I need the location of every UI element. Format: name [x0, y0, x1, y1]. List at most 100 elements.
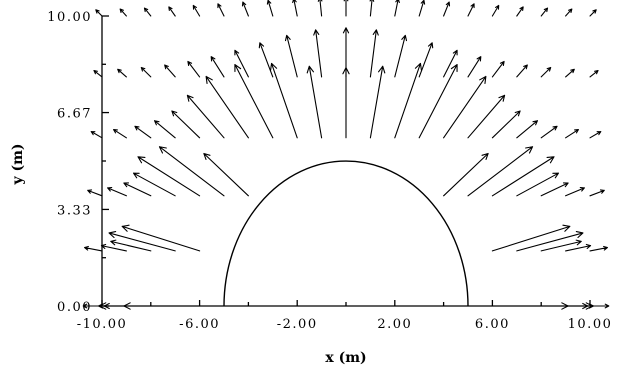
- vector-arrow: [369, 0, 375, 17]
- vector-arrow: [187, 60, 201, 78]
- vector-arrow: [87, 189, 103, 197]
- vector-arrow: [205, 75, 249, 139]
- vector-arrow: [418, 63, 458, 139]
- vector-arrow: [241, 1, 249, 17]
- x-tick-label: 10.00: [568, 317, 613, 332]
- vector-arrow: [467, 146, 534, 197]
- semicircle-obstacle: [223, 160, 469, 307]
- x-ticks: -10.00 -6.00 -2.00 2.00 6.00 10.00: [77, 300, 613, 332]
- vector-arrow: [540, 239, 582, 252]
- vector-arrow: [418, 42, 434, 78]
- vector-arrow: [540, 66, 552, 78]
- vector-arrow: [168, 6, 176, 17]
- vector-arrow: [313, 29, 323, 78]
- vector-arrow: [284, 34, 298, 78]
- y-tick-label: 3.33: [57, 203, 92, 218]
- vector-arrow: [418, 0, 426, 17]
- vector-arrow: [443, 49, 458, 78]
- vector-arrow: [589, 130, 602, 139]
- vector-arrow: [210, 56, 225, 78]
- vector-arrow: [491, 224, 571, 252]
- x-tick-label: -10.00: [77, 317, 128, 332]
- vector-arrow: [217, 3, 225, 17]
- vector-arrow: [565, 68, 575, 78]
- vector-arrow: [369, 65, 386, 139]
- vector-arrow: [443, 75, 487, 139]
- y-axis-label: y (m): [10, 143, 26, 185]
- vector-arrow: [143, 7, 152, 17]
- vector-arrow: [171, 110, 201, 139]
- vector-arrow: [164, 64, 176, 78]
- vector-arrow: [589, 69, 599, 78]
- vector-arrow: [137, 156, 201, 197]
- vector-arrow: [467, 94, 506, 139]
- vector-arrow: [589, 245, 608, 252]
- y-tick-label: 0.00: [57, 300, 92, 315]
- vector-arrow: [516, 172, 559, 197]
- x-tick-label: -6.00: [179, 317, 220, 332]
- vector-arrow: [108, 231, 176, 252]
- y-ticks: 0.00 3.33 6.67 10.00: [47, 10, 109, 315]
- vector-arrow: [491, 4, 500, 17]
- vector-arrow: [119, 8, 127, 17]
- x-tick-label: 2.00: [377, 317, 412, 332]
- vector-arrow: [234, 49, 249, 78]
- vector-arrow: [113, 129, 127, 139]
- vector-arrow: [266, 0, 274, 17]
- vector-arrow: [467, 56, 482, 78]
- vector-arrow: [589, 9, 597, 17]
- vector-arrows: [82, 0, 610, 310]
- vector-arrow: [540, 7, 549, 17]
- x-tick-label: -2.00: [277, 317, 318, 332]
- vector-arrow: [186, 94, 225, 139]
- vector-arrow: [123, 302, 201, 310]
- vector-arrow: [369, 29, 379, 78]
- vector-arrow: [93, 69, 103, 78]
- vector-arrow: [589, 189, 605, 197]
- vector-arrow: [110, 239, 152, 252]
- vector-arrow: [158, 146, 225, 197]
- vector-arrow: [84, 245, 103, 252]
- vector-arrow: [491, 110, 521, 139]
- vector-arrow: [516, 6, 524, 17]
- vector-arrow: [589, 303, 610, 309]
- vector-arrow: [117, 68, 127, 78]
- vector-arrow: [565, 129, 579, 139]
- vector-arrow: [343, 0, 349, 17]
- vector-arrow: [192, 4, 201, 17]
- vector-arrow: [516, 120, 538, 139]
- vector-arrow: [516, 231, 584, 252]
- x-tick-label: 6.00: [475, 317, 510, 332]
- vector-arrow: [107, 187, 127, 197]
- vector-arrow: [565, 187, 585, 197]
- vector-arrow: [134, 125, 152, 139]
- vector-arrow: [123, 182, 152, 197]
- y-tick-label: 6.67: [57, 107, 92, 122]
- vector-arrow: [540, 182, 569, 197]
- y-tick-label: 10.00: [47, 10, 92, 25]
- vector-arrow: [317, 0, 323, 17]
- vector-arrow: [90, 130, 103, 139]
- vector-arrow: [140, 66, 152, 78]
- vector-arrow: [292, 0, 298, 17]
- vector-arrow: [491, 156, 555, 197]
- vector-arrow: [467, 3, 475, 17]
- vector-arrow: [258, 42, 274, 78]
- vector-arrow: [95, 9, 103, 17]
- vector-arrow: [270, 62, 298, 139]
- vector-arrow: [565, 243, 592, 252]
- vector-arrow: [394, 62, 422, 139]
- vector-arrow: [121, 224, 201, 252]
- vector-arrow: [565, 8, 573, 17]
- vector-arrow: [443, 152, 489, 197]
- vector-arrow: [342, 67, 350, 139]
- vector-arrow: [154, 120, 176, 139]
- vector-arrow: [342, 27, 350, 78]
- plot-area: [82, 0, 610, 310]
- x-axis-label: x (m): [325, 350, 366, 366]
- vector-arrow: [234, 63, 274, 139]
- vector-arrow: [394, 34, 408, 78]
- vector-arrow: [443, 1, 451, 17]
- vector-arrow: [100, 243, 127, 252]
- vector-arrow: [491, 60, 505, 78]
